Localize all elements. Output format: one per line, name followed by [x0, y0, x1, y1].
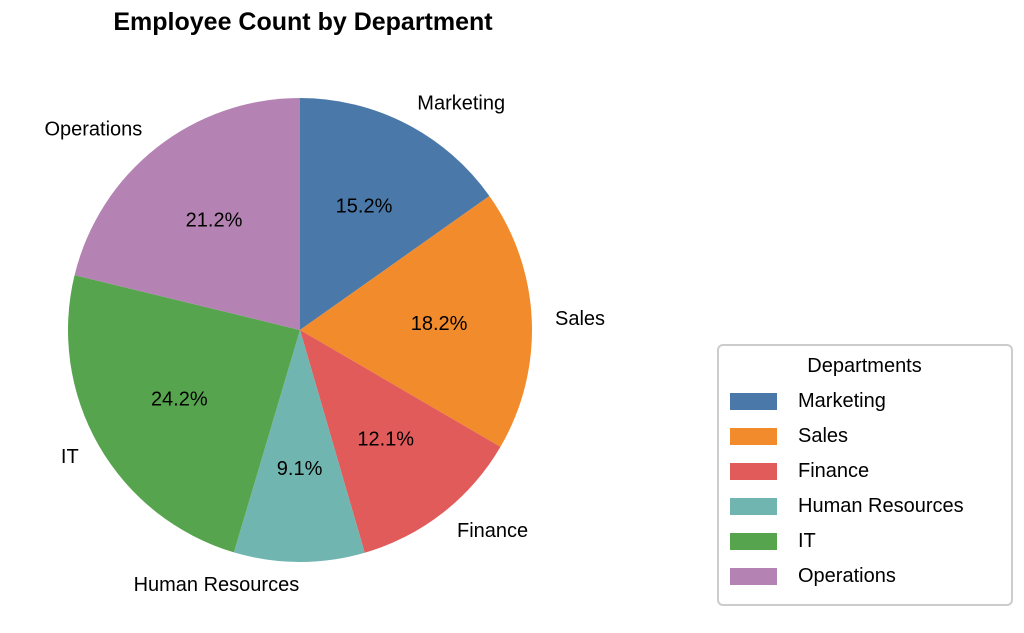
pct-label-it: 24.2%	[151, 388, 208, 410]
legend-label-it: IT	[798, 530, 816, 552]
slice-label-finance: Finance	[457, 520, 528, 542]
pie-slice-finance	[300, 330, 501, 553]
legend-item-operations: Operations	[730, 559, 999, 594]
pie-slice-marketing	[300, 98, 490, 330]
legend-item-human-resources: Human Resources	[730, 489, 999, 524]
legend-item-marketing: Marketing	[730, 384, 999, 419]
pct-label-human-resources: 9.1%	[277, 458, 323, 480]
pie-slice-operations	[74, 98, 300, 330]
legend-label-finance: Finance	[798, 460, 870, 482]
pct-label-operations: 21.2%	[186, 210, 243, 232]
slice-label-human-resources: Human Resources	[134, 574, 300, 596]
legend-swatch-sales	[730, 428, 777, 445]
legend-item-finance: Finance	[730, 454, 999, 489]
legend-box: Departments Marketing Sales Finance Huma…	[717, 344, 1013, 606]
legend-title: Departments	[807, 355, 922, 377]
legend-label-operations: Operations	[798, 565, 896, 587]
legend-label-marketing: Marketing	[798, 390, 886, 412]
legend-swatch-operations	[730, 568, 777, 585]
pct-label-finance: 12.1%	[357, 429, 414, 451]
legend-swatch-marketing	[730, 393, 777, 410]
slice-label-it: IT	[61, 446, 79, 468]
legend-swatch-finance	[730, 463, 777, 480]
slice-label-operations: Operations	[44, 118, 142, 140]
chart-title: Employee Count by Department	[113, 8, 493, 36]
pie-slice-it	[67, 275, 301, 553]
legend-swatch-it	[730, 533, 777, 550]
legend-label-sales: Sales	[798, 425, 849, 447]
pct-label-sales: 18.2%	[411, 313, 468, 335]
pct-label-marketing: 15.2%	[336, 195, 393, 217]
slice-label-marketing: Marketing	[417, 92, 505, 114]
pie-slice-human-resources	[233, 330, 365, 563]
legend-item-sales: Sales	[730, 419, 999, 454]
legend-label-human-resources: Human Resources	[798, 495, 964, 517]
legend-item-it: IT	[730, 524, 999, 559]
legend-swatch-human-resources	[730, 498, 777, 515]
pie-slice-sales	[300, 196, 533, 447]
slice-label-sales: Sales	[555, 308, 605, 330]
